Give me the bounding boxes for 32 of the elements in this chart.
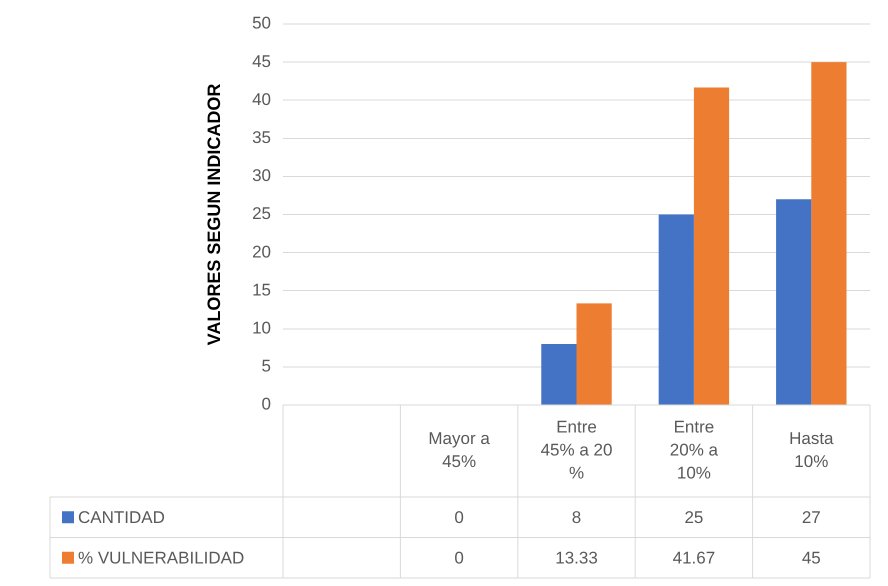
y-tick-label: 45 xyxy=(252,52,271,71)
data-label: 27 xyxy=(802,508,821,527)
y-tick-label: 35 xyxy=(252,128,271,147)
bar xyxy=(776,199,812,404)
data-label: 0 xyxy=(454,548,464,568)
y-tick-label: 0 xyxy=(262,394,271,414)
x-tick-label: Hasta 10% xyxy=(789,429,834,472)
y-tick-label: 20 xyxy=(252,242,271,262)
x-tick-label: Entre 20% a 10% xyxy=(670,418,719,483)
bar xyxy=(811,62,847,404)
data-label: 13.33 xyxy=(555,548,598,568)
y-tick-label: 15 xyxy=(252,280,271,300)
bar xyxy=(658,214,694,404)
legend-label: CANTIDAD xyxy=(78,508,165,527)
bar xyxy=(541,344,576,404)
data-label: 8 xyxy=(572,508,582,527)
bar xyxy=(576,303,612,404)
data-label: 25 xyxy=(684,508,704,527)
y-tick-label: 10 xyxy=(252,318,271,338)
y-tick-label: 50 xyxy=(252,14,271,33)
y-tick-label: 25 xyxy=(252,204,271,224)
y-tick-label: 40 xyxy=(252,90,271,109)
x-tick-label: Mayor a 45% xyxy=(428,429,490,472)
y-tick-label: 30 xyxy=(252,166,271,186)
x-tick-label: Entre 45% a 20 % xyxy=(540,418,612,483)
y-axis-title: VALORES SEGUN INDICADOR xyxy=(204,84,224,346)
data-label: 41.67 xyxy=(672,548,716,568)
data-label: 45 xyxy=(802,548,821,568)
data-label: 0 xyxy=(454,508,464,527)
bar xyxy=(694,87,730,404)
y-tick-label: 5 xyxy=(262,356,271,376)
legend-label: % VULNERABILIDAD xyxy=(78,548,244,568)
